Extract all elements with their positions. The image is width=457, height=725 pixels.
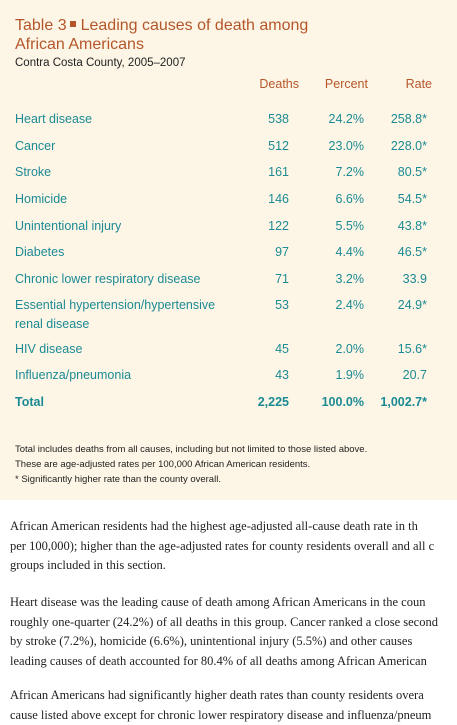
row-label: Cancer — [15, 137, 240, 156]
cause-name: Essential hypertension/hypertensive — [15, 298, 215, 312]
rate-cell: 228.0* — [370, 137, 427, 156]
percent-cell: 7.2% — [310, 163, 364, 182]
column-header-rate: Rate — [380, 77, 432, 91]
rate-cell: 46.5* — [370, 243, 427, 262]
row-label: Diabetes — [15, 243, 240, 262]
paragraph-line: Heart disease was the leading cause of d… — [10, 593, 457, 613]
rate-cell: 43.8* — [370, 217, 427, 236]
square-bullet-icon — [70, 21, 76, 27]
table-number: Table 3 — [15, 17, 67, 34]
cause-name: Chronic lower respiratory disease — [15, 272, 201, 286]
row-label: Stroke — [15, 163, 240, 182]
rate-cell: 20.7 — [370, 366, 427, 385]
percent-cell: 2.4% — [310, 296, 364, 315]
cause-name-continued: renal disease — [15, 317, 89, 331]
rate-cell: 80.5* — [370, 163, 427, 182]
rate-cell: 54.5* — [370, 190, 427, 209]
row-label: Essential hypertension/hypertensive renal… — [15, 296, 240, 334]
deaths-cell: 512 — [238, 137, 289, 156]
deaths-cell: 2,225 — [238, 393, 289, 412]
percent-cell: 6.6% — [310, 190, 364, 209]
paragraph-line: roughly one-quarter (24.2%) of all death… — [10, 613, 457, 633]
cause-name: Diabetes — [15, 245, 64, 259]
percent-cell: 24.2% — [310, 110, 364, 129]
row-label: Homicide — [15, 190, 240, 209]
column-header-percent: Percent — [310, 77, 368, 91]
rate-cell: 15.6* — [370, 340, 427, 359]
cause-name: Cancer — [15, 139, 55, 153]
deaths-cell: 97 — [238, 243, 289, 262]
paragraph-line: leading causes of death accounted for 80… — [10, 652, 457, 672]
deaths-cell: 71 — [238, 270, 289, 289]
cause-name: Unintentional injury — [15, 219, 121, 233]
deaths-cell: 538 — [238, 110, 289, 129]
table-panel: Table 3 Leading causes of death among Afr… — [0, 0, 457, 500]
paragraph-line: per 100,000); higher than the age-adjust… — [10, 537, 457, 557]
row-label: HIV disease — [15, 340, 240, 359]
rate-cell: 1,002.7* — [370, 393, 427, 412]
cause-name: Stroke — [15, 165, 51, 179]
paragraph-line: African Americans had significantly high… — [10, 686, 457, 706]
percent-cell: 100.0% — [310, 393, 364, 412]
paragraph-line: groups included in this section. — [10, 556, 457, 576]
deaths-cell: 45 — [238, 340, 289, 359]
deaths-cell: 146 — [238, 190, 289, 209]
row-label: Unintentional injury — [15, 217, 240, 236]
deaths-cell: 43 — [238, 366, 289, 385]
percent-cell: 3.2% — [310, 270, 364, 289]
percent-cell: 23.0% — [310, 137, 364, 156]
table-note: * Significantly higher rate than the cou… — [15, 472, 221, 487]
paragraph-line: African American residents had the highe… — [10, 517, 457, 537]
table-subtitle: Contra Costa County, 2005–2007 — [15, 57, 185, 69]
paragraph-line: by stroke (7.2%), homicide (6.6%), unint… — [10, 632, 457, 652]
row-label: Chronic lower respiratory disease — [15, 270, 240, 289]
cause-name: Heart disease — [15, 112, 92, 126]
row-label: Heart disease — [15, 110, 240, 129]
cause-name: Influenza/pneumonia — [15, 368, 131, 382]
paragraph-line: cause listed above except for chronic lo… — [10, 706, 457, 725]
cause-name: Homicide — [15, 192, 67, 206]
table-title-text: Leading causes of death among — [81, 17, 309, 34]
percent-cell: 1.9% — [310, 366, 364, 385]
deaths-cell: 122 — [238, 217, 289, 236]
deaths-cell: 161 — [238, 163, 289, 182]
rate-cell: 33.9 — [370, 270, 427, 289]
rate-cell: 258.8* — [370, 110, 427, 129]
table-title: Table 3 Leading causes of death among Afr… — [15, 16, 435, 54]
rate-cell: 24.9* — [370, 296, 427, 315]
table-note: Total includes deaths from all causes, i… — [15, 442, 367, 457]
cause-name: HIV disease — [15, 342, 82, 356]
table-title-line2: African Americans — [15, 36, 144, 53]
row-label: Total — [15, 393, 240, 412]
deaths-cell: 53 — [238, 296, 289, 315]
row-label: Influenza/pneumonia — [15, 366, 240, 385]
table-note: These are age-adjusted rates per 100,000… — [15, 457, 310, 472]
percent-cell: 5.5% — [310, 217, 364, 236]
percent-cell: 2.0% — [310, 340, 364, 359]
column-header-deaths: Deaths — [238, 77, 299, 91]
percent-cell: 4.4% — [310, 243, 364, 262]
